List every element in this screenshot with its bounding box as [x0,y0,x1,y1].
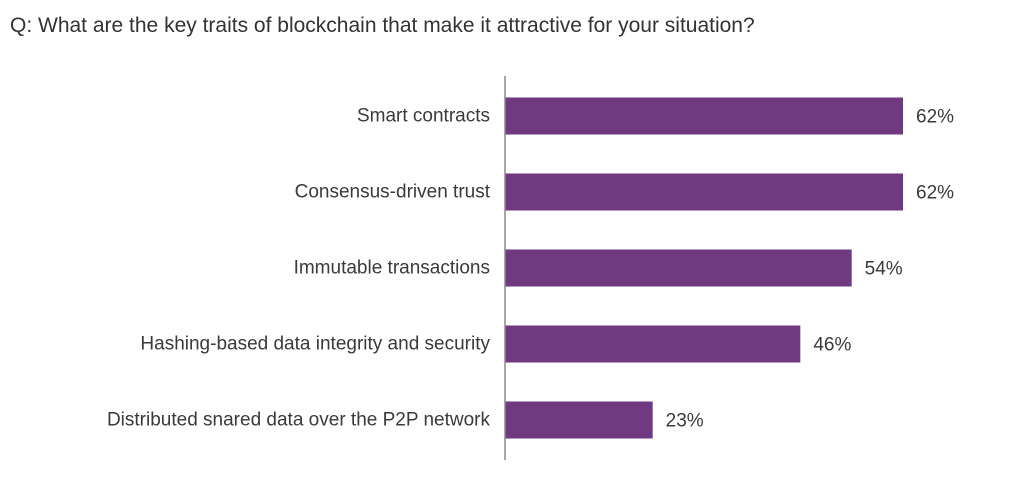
category-labels-group: Smart contracts Consensus-driven trust Imm… [107,106,491,431]
category-label-3: Hashing-based data integrity and securit… [140,334,490,355]
bar-1 [505,173,904,211]
value-label-4: 23% [666,411,704,432]
category-label-4: Distributed snared data over the P2P net… [107,410,491,431]
bar-3 [505,325,801,363]
bar-4 [505,401,653,439]
value-label-1: 62% [916,183,954,204]
bar-0 [505,97,904,135]
bar-2 [505,249,852,287]
value-labels-group: 62% 62% 54% 46% 23% [666,107,955,432]
value-label-3: 46% [813,335,851,356]
category-label-1: Consensus-driven trust [295,182,491,203]
bars-group [505,97,904,439]
category-label-0: Smart contracts [357,106,490,127]
value-label-0: 62% [916,107,954,128]
value-label-2: 54% [865,259,903,280]
category-label-2: Immutable transactions [294,258,490,279]
chart-title: Q: What are the key traits of blockchain… [10,14,755,37]
